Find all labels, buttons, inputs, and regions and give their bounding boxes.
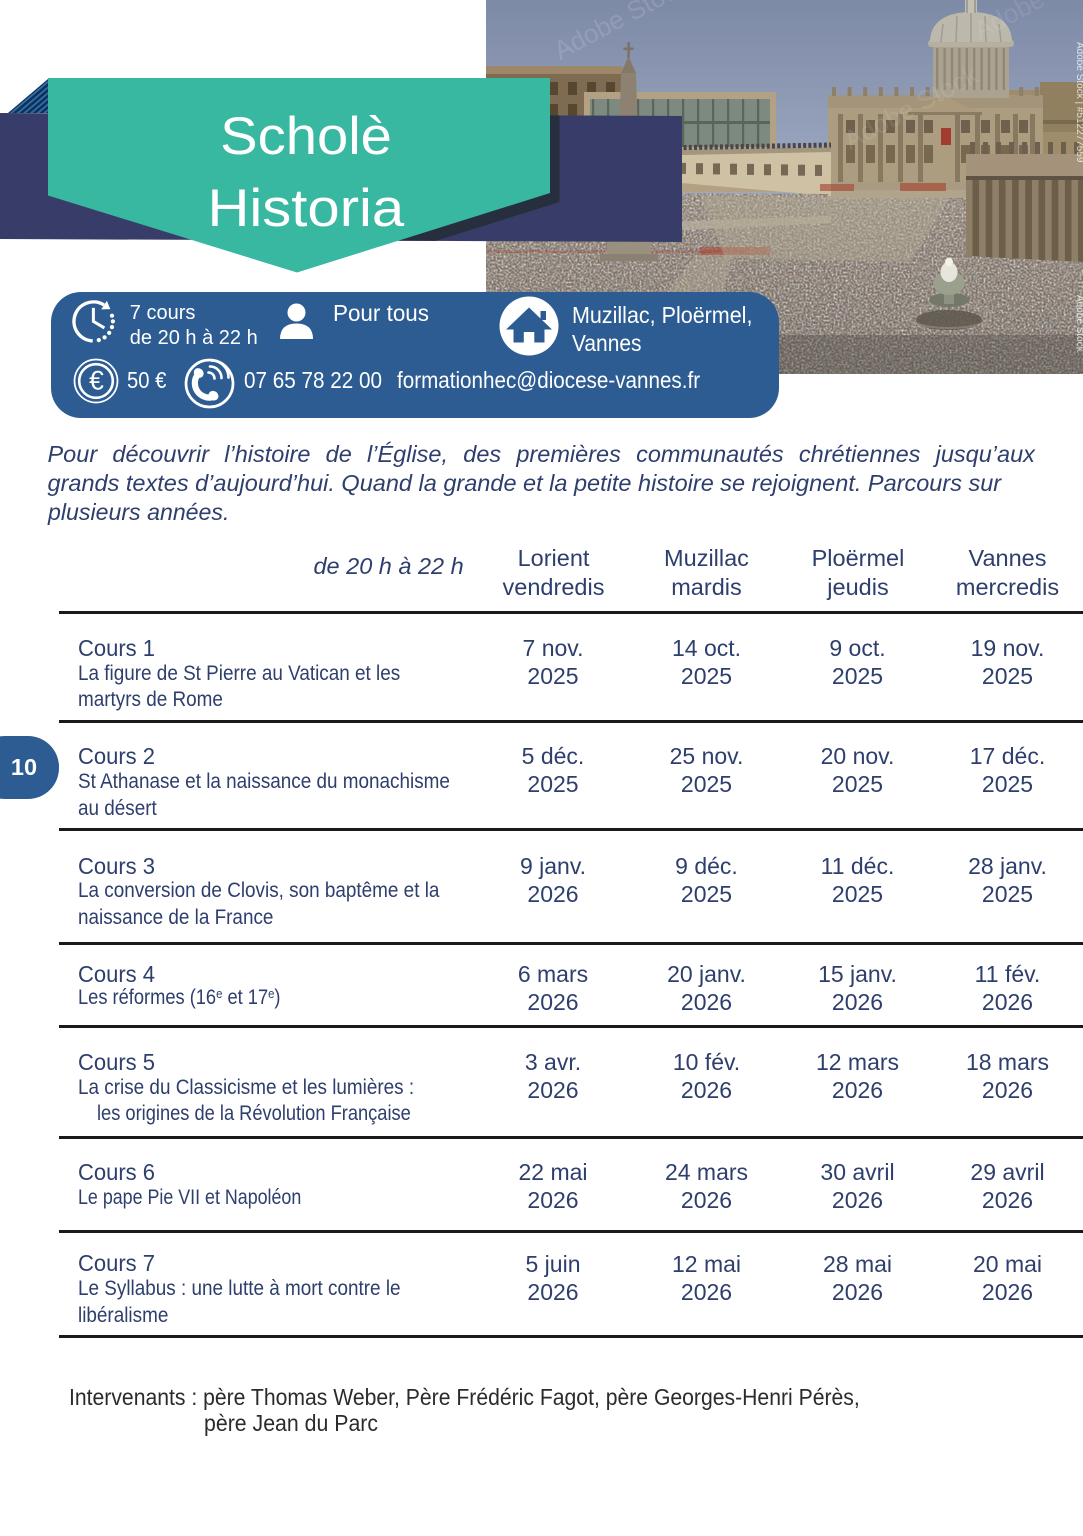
svg-text:Adobe Stock: Adobe Stock	[1074, 295, 1083, 353]
svg-text:Adobe Stock | #512277559: Adobe Stock | #512277559	[1074, 42, 1083, 163]
svg-text:€: €	[89, 366, 104, 396]
